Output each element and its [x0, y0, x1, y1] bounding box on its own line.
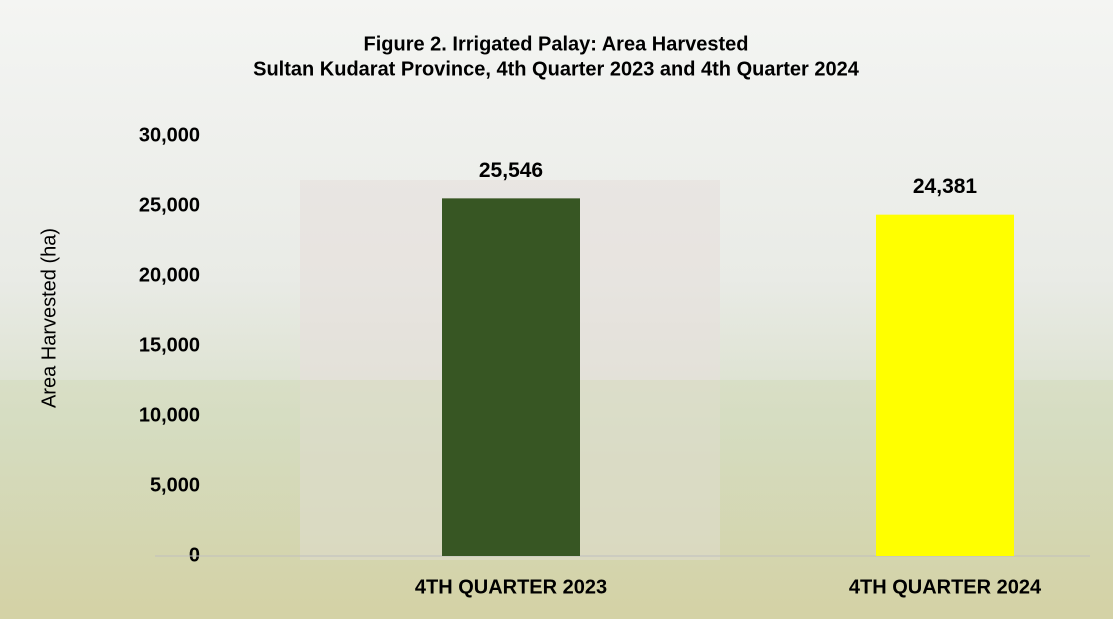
- chart-title: Figure 2. Irrigated Palay: Area Harveste…: [364, 33, 749, 55]
- y-axis-label: Area Harvested (ha): [38, 228, 60, 408]
- y-tick-label: 0: [189, 544, 200, 566]
- y-tick-label: 30,000: [139, 124, 200, 146]
- value-label: 24,381: [913, 175, 978, 198]
- bar: [442, 198, 580, 556]
- value-label: 25,546: [479, 159, 543, 182]
- y-tick-label: 15,000: [139, 334, 200, 356]
- y-tick-label: 10,000: [139, 404, 200, 426]
- x-tick-label: 4TH QUARTER 2024: [849, 576, 1042, 598]
- y-tick-label: 20,000: [139, 264, 200, 286]
- x-tick-label: 4TH QUARTER 2023: [415, 576, 607, 598]
- bar: [876, 214, 1014, 556]
- y-tick-label: 5,000: [150, 474, 200, 496]
- y-tick-label: 25,000: [139, 194, 200, 216]
- chart-subtitle: Sultan Kudarat Province, 4th Quarter 202…: [253, 58, 860, 80]
